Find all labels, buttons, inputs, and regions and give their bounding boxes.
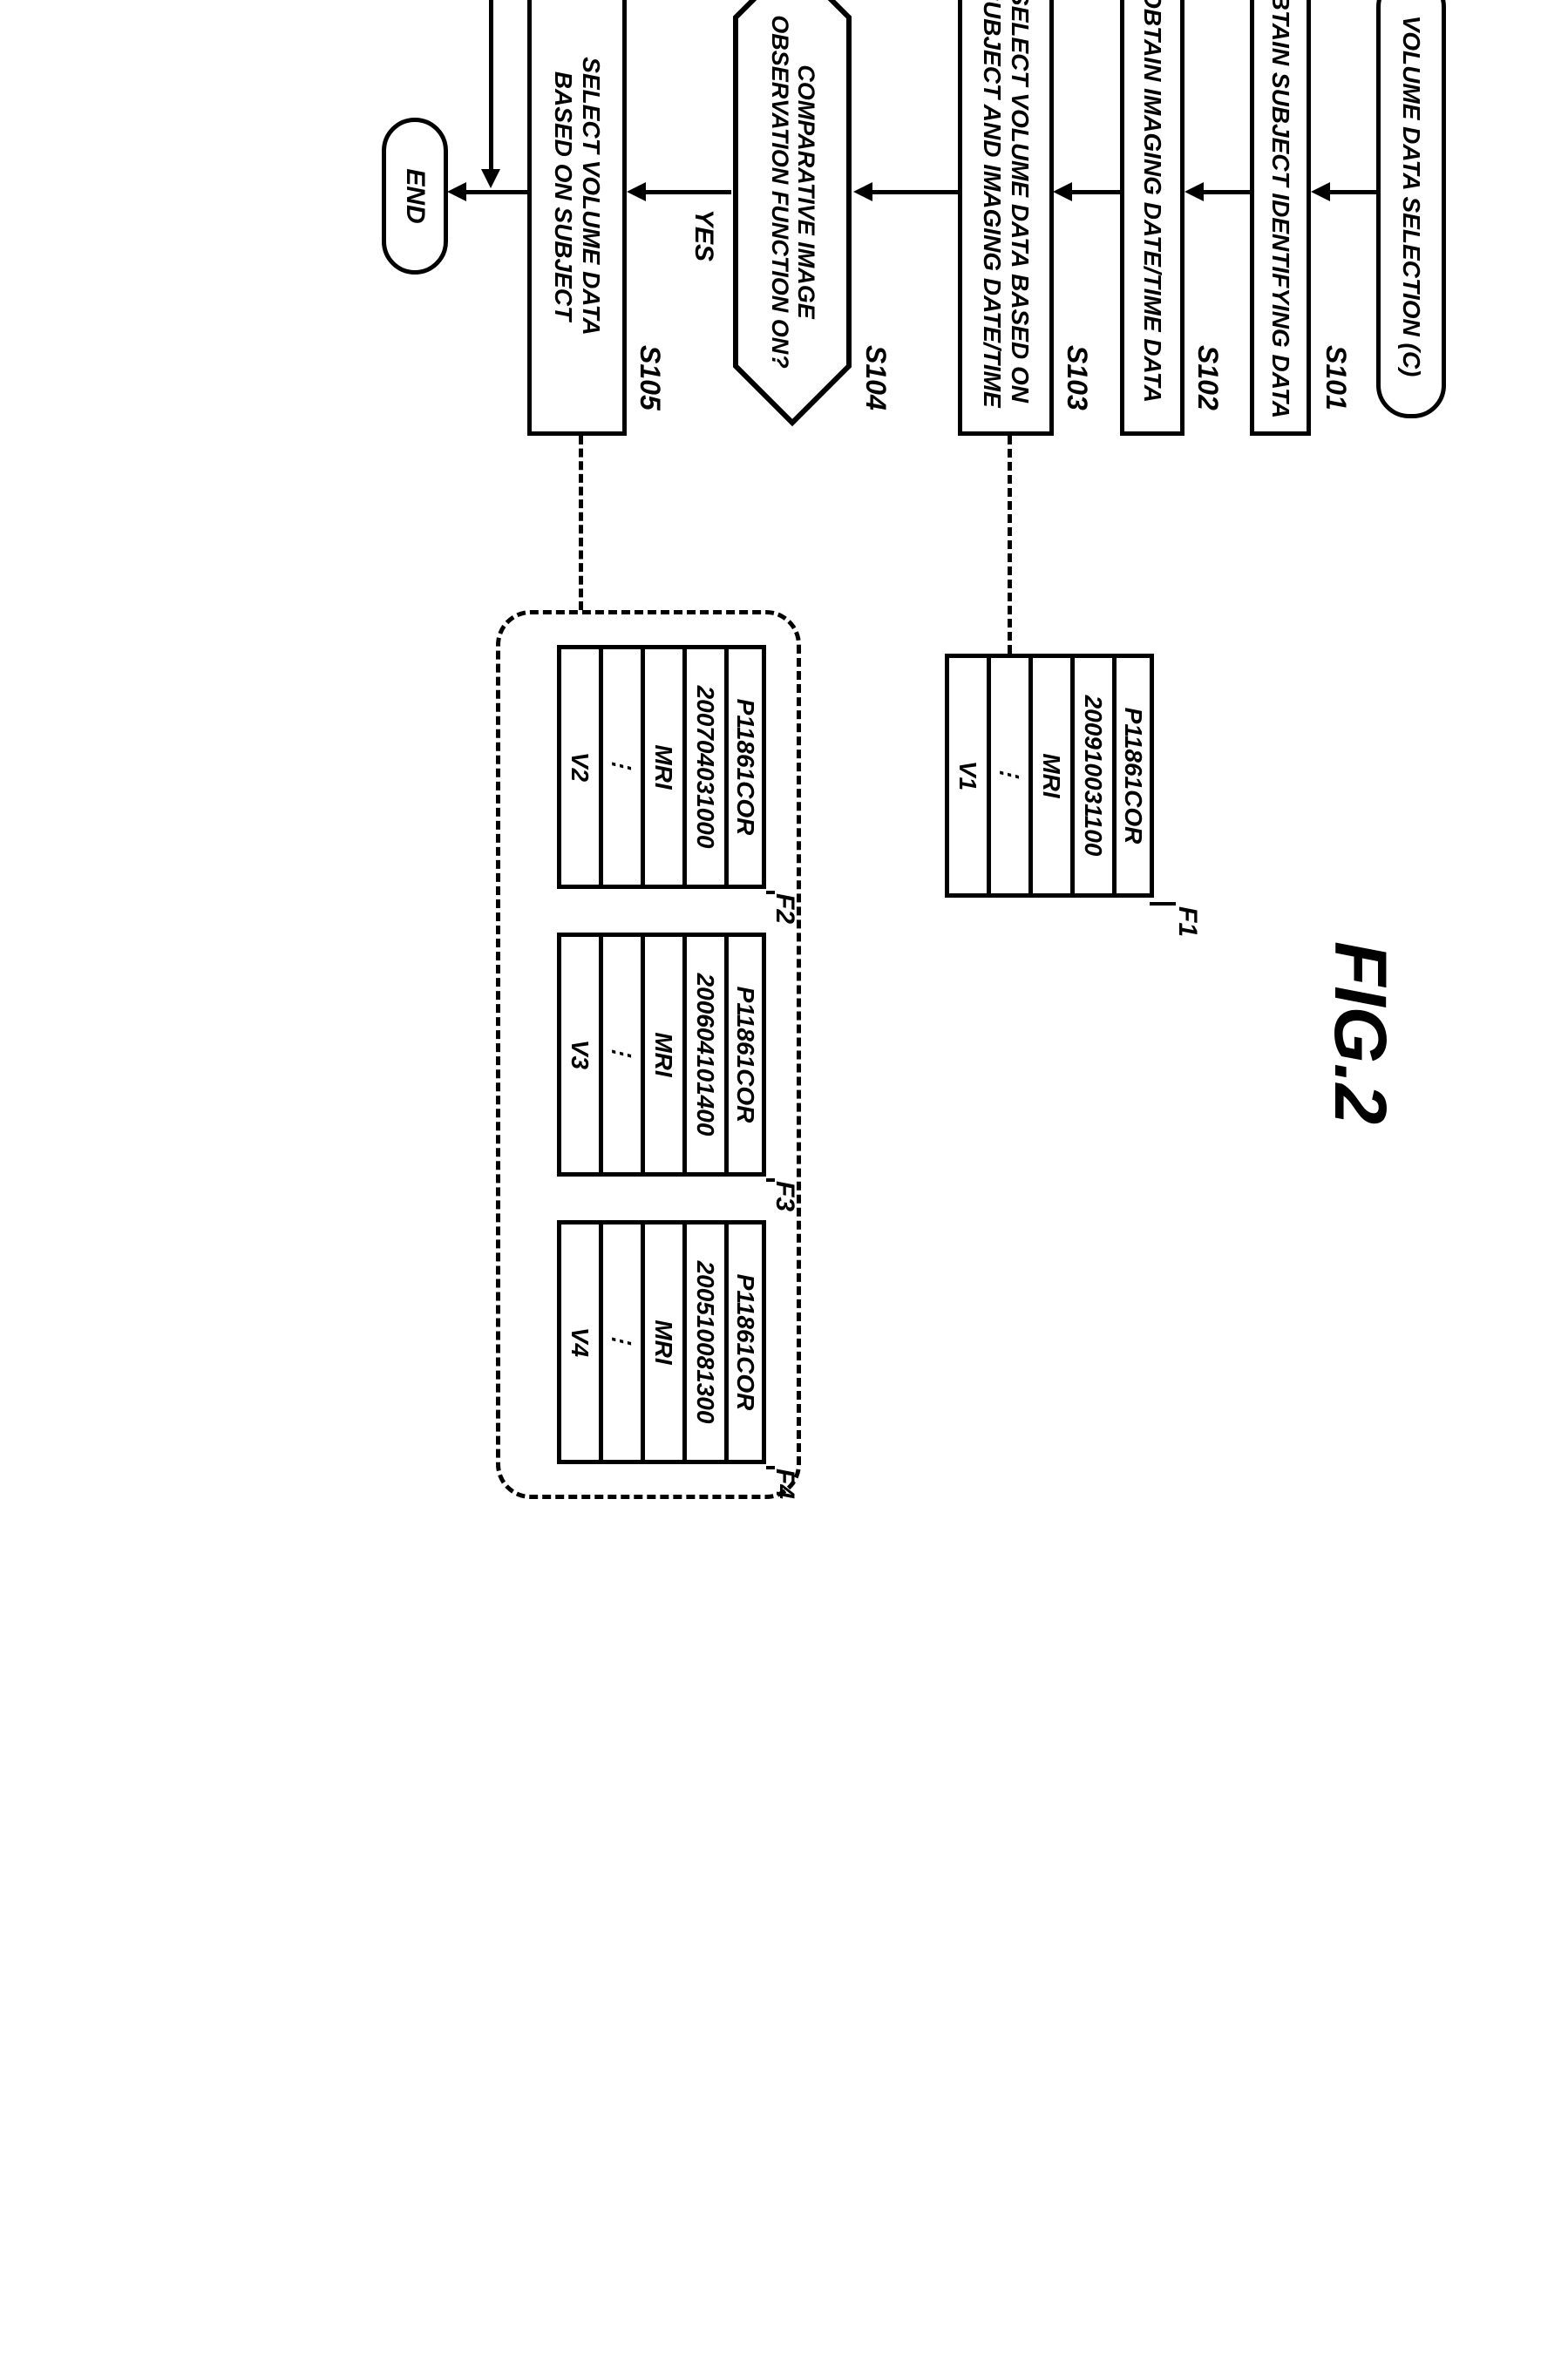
- file-f1-row-3: ⋮: [987, 654, 1028, 898]
- step-label-s104: S104: [859, 345, 892, 410]
- step-s103-text: SELECT VOLUME DATA BASED ON SUBJECT AND …: [978, 0, 1034, 408]
- flow-start-label: VOLUME DATA SELECTION (C): [1397, 16, 1425, 377]
- file-f4-row-4: V4: [557, 1220, 599, 1464]
- file-label-f1: F1: [1172, 906, 1202, 937]
- dashed-s105-group: [579, 436, 583, 610]
- file-card-f2: P11861COR 200704031000 MRI ⋮ V2: [557, 645, 766, 889]
- file-f1-row-1: 200910031100: [1070, 654, 1112, 898]
- file-f2-row-2: MRI: [641, 645, 682, 889]
- arrowhead-s105-end: [447, 182, 466, 201]
- arrow-s102-s103: [1072, 190, 1124, 194]
- file-f3-row-4: V3: [557, 933, 599, 1177]
- step-s105: SELECT VOLUME DATA BASED ON SUBJECT: [527, 0, 627, 436]
- leader-f2: [766, 891, 775, 894]
- arrowhead-s102-s103: [1053, 182, 1072, 201]
- flow-end-label: END: [400, 168, 430, 223]
- file-label-f3: F3: [770, 1181, 799, 1211]
- dashed-s103-f1: [1008, 436, 1012, 654]
- file-f3-row-0: P11861COR: [724, 933, 766, 1177]
- dashed-f1-leader: [1150, 902, 1176, 906]
- step-s103: SELECT VOLUME DATA BASED ON SUBJECT AND …: [958, 0, 1054, 436]
- step-s101-text: OBTAIN SUBJECT IDENTIFYING DATA: [1266, 0, 1294, 418]
- arrow-s101-s102: [1204, 190, 1254, 194]
- step-label-s101: S101: [1320, 345, 1352, 410]
- file-f2-row-4: V2: [557, 645, 599, 889]
- file-f1-row-2: MRI: [1028, 654, 1070, 898]
- arrow-s104-no-h2: [489, 0, 493, 169]
- step-s104-text: COMPARATIVE IMAGE OBSERVATION FUNCTION O…: [766, 15, 818, 369]
- step-label-s105: S105: [634, 345, 666, 410]
- file-label-f4: F4: [770, 1469, 799, 1499]
- arrowhead-s103-s104: [853, 182, 872, 201]
- arrowhead-s101-s102: [1184, 182, 1204, 201]
- file-f3-row-2: MRI: [641, 933, 682, 1177]
- file-label-f2: F2: [770, 893, 799, 924]
- file-f4-row-0: P11861COR: [724, 1220, 766, 1464]
- step-label-s102: S102: [1191, 345, 1224, 410]
- file-f2-row-0: P11861COR: [724, 645, 766, 889]
- flow-start: VOLUME DATA SELECTION (C): [1376, 0, 1446, 418]
- arrow-s105-end: [466, 190, 532, 194]
- step-s101: OBTAIN SUBJECT IDENTIFYING DATA: [1250, 0, 1311, 436]
- step-label-s103: S103: [1061, 345, 1093, 410]
- branch-yes: YES: [689, 209, 718, 261]
- file-card-f3: P11861COR 200604101400 MRI ⋮ V3: [557, 933, 766, 1177]
- leader-f4: [766, 1466, 775, 1469]
- step-s102: OBTAIN IMAGING DATE/TIME DATA: [1120, 0, 1184, 436]
- file-card-f1: P11861COR 200910031100 MRI ⋮ V1: [945, 654, 1154, 898]
- file-f1-row-0: P11861COR: [1112, 654, 1154, 898]
- flow-end: END: [382, 118, 448, 275]
- arrow-start-s101: [1330, 190, 1381, 194]
- file-f2-row-1: 200704031000: [682, 645, 724, 889]
- step-s105-text: SELECT VOLUME DATA BASED ON SUBJECT: [549, 57, 605, 335]
- file-f2-row-3: ⋮: [599, 645, 641, 889]
- arrow-s104-yes: [646, 190, 731, 194]
- file-f1-row-4: V1: [945, 654, 987, 898]
- arrowhead-start-s101: [1311, 182, 1330, 201]
- leader-f3: [766, 1178, 775, 1182]
- file-f3-row-1: 200604101400: [682, 933, 724, 1177]
- file-f4-row-3: ⋮: [599, 1220, 641, 1464]
- arrowhead-s104-yes: [627, 182, 646, 201]
- file-f4-row-2: MRI: [641, 1220, 682, 1464]
- file-card-f4: P11861COR 200510081300 MRI ⋮ V4: [557, 1220, 766, 1464]
- arrowhead-s104-no: [481, 169, 500, 188]
- step-s102-text: OBTAIN IMAGING DATE/TIME DATA: [1138, 0, 1166, 403]
- figure-title: FIG.2: [1318, 941, 1402, 1124]
- arrow-s103-s104: [872, 190, 962, 194]
- step-s104: COMPARATIVE IMAGE OBSERVATION FUNCTION O…: [731, 0, 853, 427]
- file-f4-row-1: 200510081300: [682, 1220, 724, 1464]
- file-f3-row-3: ⋮: [599, 933, 641, 1177]
